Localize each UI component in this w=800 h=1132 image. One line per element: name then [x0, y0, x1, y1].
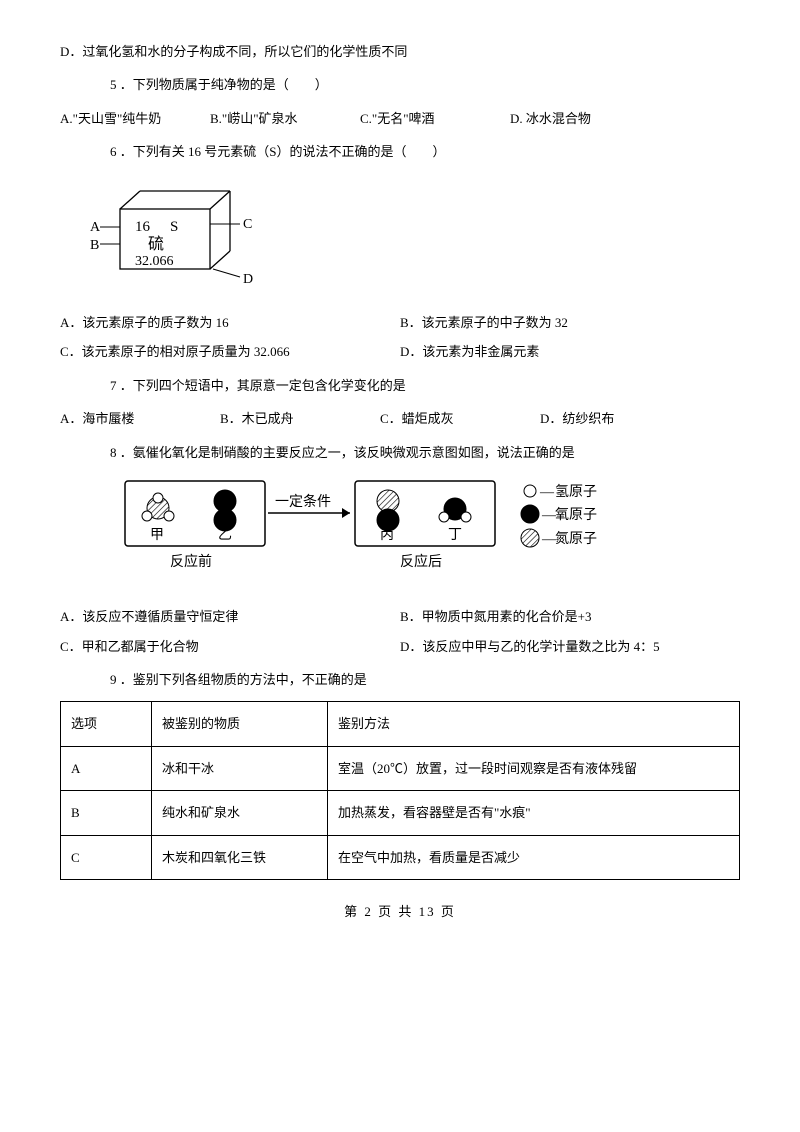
- svg-text:丁: 丁: [448, 528, 462, 543]
- q6-label-c: C: [243, 217, 252, 232]
- q5-opt-a: A."天山雪"纯牛奶: [60, 107, 210, 130]
- q6-row2: C．该元素原子的相对原子质量为 32.066 D．该元素为非金属元素: [60, 340, 740, 363]
- q9-c-c2: 木炭和四氧化三铁: [152, 835, 328, 879]
- q9-h3: 鉴别方法: [328, 702, 740, 746]
- q9-c-c3: 在空气中加热，看质量是否减少: [328, 835, 740, 879]
- q9-c-c1: C: [61, 835, 152, 879]
- svg-text:氢原子: 氢原子: [555, 484, 597, 500]
- svg-text:一定条件: 一定条件: [275, 493, 331, 510]
- q6-label-a: A: [90, 220, 101, 235]
- q8-row1: A．该反应不遵循质量守恒定律 B．甲物质中氮用素的化合价是+3: [60, 605, 740, 628]
- q9-b-c3: 加热蒸发，看容器壁是否有"水痕": [328, 791, 740, 835]
- q6-opt-c: C．该元素原子的相对原子质量为 32.066: [60, 340, 400, 363]
- svg-text:氮原子: 氮原子: [555, 531, 597, 547]
- q4-option-d: D．过氧化氢和水的分子构成不同，所以它们的化学性质不同: [60, 40, 740, 63]
- q9-a-c1: A: [61, 746, 152, 790]
- q6-num: 16: [135, 219, 151, 235]
- q5-opt-b: B."崂山"矿泉水: [210, 107, 360, 130]
- q9-h2: 被鉴别的物质: [152, 702, 328, 746]
- q8-opt-b: B．甲物质中氮用素的化合价是+3: [400, 605, 740, 628]
- q5-opt-c: C."无名"啤酒: [360, 107, 510, 130]
- q7-stem: 7 ．下列四个短语中，其原意一定包含化学变化的是: [110, 374, 740, 397]
- svg-text:甲: 甲: [150, 528, 164, 543]
- svg-text:反应后: 反应后: [400, 553, 442, 570]
- q8-opt-a: A．该反应不遵循质量守恒定律: [60, 605, 400, 628]
- svg-text:丙: 丙: [380, 528, 394, 543]
- q6-opt-d: D．该元素为非金属元素: [400, 340, 740, 363]
- table-row: A 冰和干冰 室温（20℃）放置，过一段时间观察是否有液体残留: [61, 746, 740, 790]
- q6-row1: A．该元素原子的质子数为 16 B．该元素原子的中子数为 32: [60, 311, 740, 334]
- q6-diagram: A B C D 16 S 硫 32.066: [80, 179, 740, 296]
- q6-label-d: D: [243, 272, 253, 287]
- svg-text:乙: 乙: [218, 527, 232, 543]
- svg-text:氧原子: 氧原子: [555, 507, 597, 523]
- page-footer: 第 2 页 共 13 页: [60, 900, 740, 923]
- q8-diagram: 甲 乙 反应前 一定条件 丙 丁 反应后 — 氢原子 — 氧原子 — 氮原子: [120, 476, 740, 593]
- q6-name: 硫: [148, 235, 164, 253]
- q7-opt-a: A．海市蜃楼: [60, 407, 220, 430]
- q7-opt-b: B．木已成舟: [220, 407, 380, 430]
- q8-opt-d: D．该反应中甲与乙的化学计量数之比为 4：5: [400, 635, 740, 658]
- q6-mass: 32.066: [135, 254, 174, 269]
- svg-text:反应前: 反应前: [170, 553, 212, 570]
- q9-a-c3: 室温（20℃）放置，过一段时间观察是否有液体残留: [328, 746, 740, 790]
- q9-b-c2: 纯水和矿泉水: [152, 791, 328, 835]
- q6-sym: S: [170, 219, 178, 235]
- q7-options: A．海市蜃楼 B．木已成舟 C．蜡炬成灰 D．纺纱织布: [60, 407, 740, 430]
- q6-opt-a: A．该元素原子的质子数为 16: [60, 311, 400, 334]
- q5-stem: 5 ．下列物质属于纯净物的是（ ）: [110, 73, 740, 96]
- q9-h1: 选项: [61, 702, 152, 746]
- q9-b-c1: B: [61, 791, 152, 835]
- table-row: B 纯水和矿泉水 加热蒸发，看容器壁是否有"水痕": [61, 791, 740, 835]
- q5-options: A."天山雪"纯牛奶 B."崂山"矿泉水 C."无名"啤酒 D. 冰水混合物: [60, 107, 740, 130]
- q8-opt-c: C．甲和乙都属于化合物: [60, 635, 400, 658]
- q9-stem: 9 ．鉴别下列各组物质的方法中，不正确的是: [110, 668, 740, 691]
- q5-opt-d: D. 冰水混合物: [510, 107, 591, 130]
- q9-header-row: 选项 被鉴别的物质 鉴别方法: [61, 702, 740, 746]
- q9-a-c2: 冰和干冰: [152, 746, 328, 790]
- q6-label-b: B: [90, 238, 99, 253]
- q6-opt-b: B．该元素原子的中子数为 32: [400, 311, 740, 334]
- q7-opt-d: D．纺纱织布: [540, 407, 700, 430]
- q8-stem: 8 ．氨催化氧化是制硝酸的主要反应之一，该反映微观示意图如图，说法正确的是: [110, 441, 740, 464]
- q9-table: 选项 被鉴别的物质 鉴别方法 A 冰和干冰 室温（20℃）放置，过一段时间观察是…: [60, 701, 740, 880]
- svg-text:—: —: [539, 485, 555, 500]
- table-row: C 木炭和四氧化三铁 在空气中加热，看质量是否减少: [61, 835, 740, 879]
- q7-opt-c: C．蜡炬成灰: [380, 407, 540, 430]
- q8-row2: C．甲和乙都属于化合物 D．该反应中甲与乙的化学计量数之比为 4：5: [60, 635, 740, 658]
- q6-stem: 6 ．下列有关 16 号元素硫（S）的说法不正确的是（ ）: [110, 140, 740, 163]
